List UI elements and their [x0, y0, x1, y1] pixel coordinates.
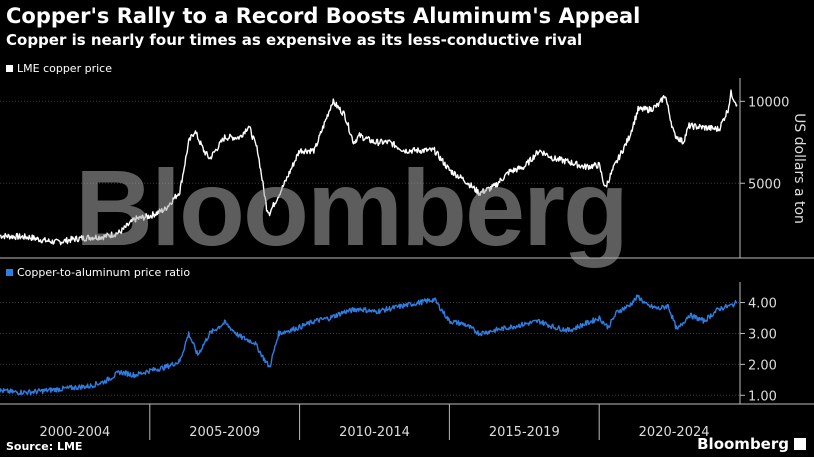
source-note: Source: LME — [6, 440, 83, 453]
y-tick-label: 1.00 — [748, 389, 777, 404]
copper-price-line — [0, 89, 738, 246]
brand-name: Bloomberg — [697, 435, 789, 453]
legend-copper-price: LME copper price — [6, 62, 112, 75]
y-axis-title: US dollars a ton — [791, 113, 807, 224]
legend-label-copper: LME copper price — [17, 62, 112, 75]
bloomberg-terminal-icon — [794, 438, 806, 450]
chart-title: Copper's Rally to a Record Boosts Alumin… — [6, 4, 641, 28]
x-tick-label: 2020-2024 — [639, 425, 710, 440]
y-tick-label: 5000 — [748, 177, 781, 192]
legend-label-ratio: Copper-to-aluminum price ratio — [17, 266, 191, 279]
legend-swatch-copper — [6, 65, 13, 72]
y-tick-label: 2.00 — [748, 358, 777, 373]
x-tick-label: 2015-2019 — [489, 425, 560, 440]
brand-logo: Bloomberg — [697, 435, 806, 453]
chart-subtitle: Copper is nearly four times as expensive… — [6, 31, 583, 49]
x-tick-label: 2005-2009 — [189, 425, 260, 440]
legend-ratio: Copper-to-aluminum price ratio — [6, 266, 190, 279]
y-tick-label: 10000 — [748, 95, 789, 110]
legend-swatch-ratio — [6, 269, 13, 276]
ratio-line — [0, 294, 738, 396]
x-tick-label: 2000-2004 — [39, 425, 110, 440]
y-tick-label: 4.00 — [748, 297, 777, 312]
y-tick-label: 3.00 — [748, 327, 777, 342]
x-tick-label: 2010-2014 — [339, 425, 410, 440]
